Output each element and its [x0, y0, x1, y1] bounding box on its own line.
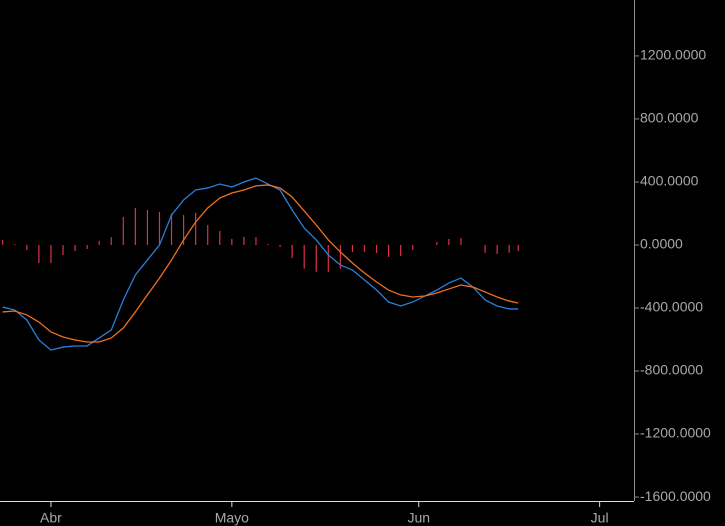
y-tick-label: -1200.0000	[640, 425, 711, 441]
y-tick-label: 400.0000	[640, 173, 699, 189]
y-tick-label: -400.0000	[640, 299, 703, 315]
x-tick-label: Mayo	[215, 510, 249, 526]
line	[2, 177, 519, 351]
line	[2, 184, 519, 343]
x-tick-label: Jul	[591, 510, 609, 526]
y-tick-label: 0.0000	[640, 236, 683, 252]
y-tick-label: 1200.0000	[640, 47, 706, 63]
y-tick-label: -1600.0000	[640, 488, 711, 504]
x-tick-label: Jun	[407, 510, 430, 526]
x-tick-label: Abr	[40, 510, 62, 526]
y-tick-label: -800.0000	[640, 362, 703, 378]
y-tick-label: 800.0000	[640, 110, 699, 126]
